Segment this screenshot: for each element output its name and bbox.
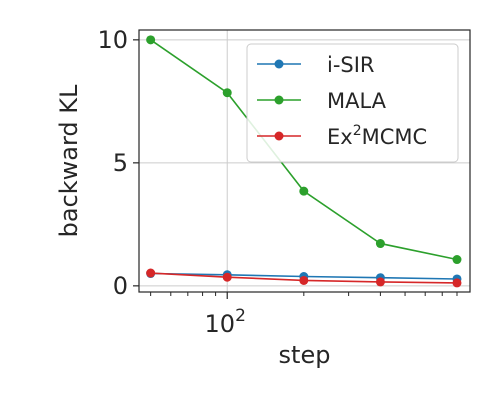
series-layer [146,35,462,288]
y-tick-label: 5 [113,149,128,177]
data-point-Ex2MCMC [146,268,156,278]
data-point-Ex2MCMC [375,277,385,287]
data-point-MALA [146,35,156,45]
legend-swatch-marker [274,59,284,69]
y-tick-label: 10 [97,26,128,54]
legend-label-superscript: 2 [353,123,362,139]
legend-label: MALA [327,89,387,113]
data-point-MALA [375,239,385,249]
legend-label-text: MALA [327,89,387,113]
x-tick-label-exponent: 2 [235,306,246,326]
legend: i-SIR MALA Ex2MCMC [246,43,459,163]
legend-label: i-SIR [327,53,375,77]
legend-box [246,43,459,163]
legend-label-text: Ex [327,125,353,149]
data-point-Ex2MCMC [222,272,232,282]
legend-swatch-marker [274,131,284,141]
legend-label-text: i-SIR [327,53,375,77]
data-point-Ex2MCMC [299,275,309,285]
data-point-MALA [222,88,232,98]
data-point-MALA [452,255,462,265]
grid-layer [139,30,470,292]
data-point-Ex2MCMC [452,278,462,288]
y-tick-label: 0 [113,272,128,300]
legend-swatch-marker [274,95,284,105]
plot-frame [138,29,471,293]
y-axis-label: backward KL [55,84,83,237]
x-axis-label: step [279,341,331,369]
x-tick-label-base: 10 [205,310,236,338]
data-point-MALA [299,186,309,196]
x-tick-label: 102 [205,306,246,338]
legend-label-rest: MCMC [362,125,428,149]
legend-label: Ex2MCMC [327,123,427,149]
